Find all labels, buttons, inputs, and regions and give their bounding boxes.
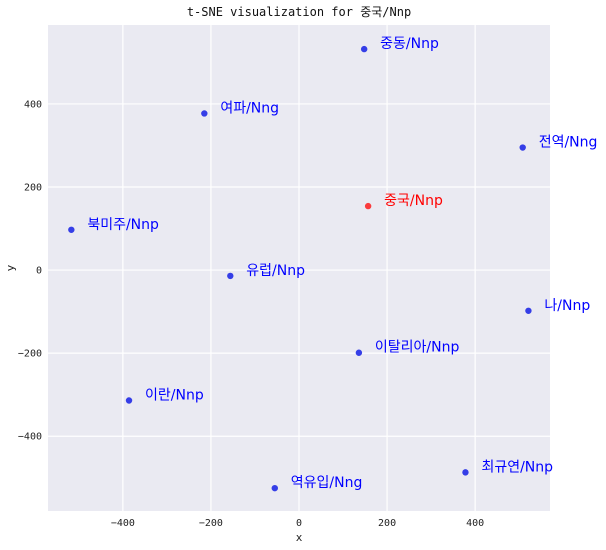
x-tick-label: 0 <box>296 518 302 529</box>
point-label: 이탈리아/Nnp <box>375 340 460 356</box>
data-point <box>519 144 526 151</box>
point-label: 여파/Nng <box>220 100 279 116</box>
y-tick-label: 200 <box>24 183 42 194</box>
data-point <box>271 484 278 492</box>
y-axis-label: y <box>4 264 17 271</box>
point-label: 유럽/Nnp <box>246 263 305 279</box>
x-tick-label: 400 <box>466 518 484 529</box>
x-axis-label: x <box>296 531 303 544</box>
data-point <box>68 226 75 233</box>
data-points <box>68 45 532 492</box>
data-point <box>525 307 532 314</box>
point-label: 이란/Nnp <box>145 388 204 404</box>
data-point <box>201 110 208 117</box>
y-tick-label: 400 <box>24 99 42 110</box>
x-tick-label: −200 <box>199 518 223 529</box>
x-tick-label: 200 <box>378 518 396 529</box>
point-label: 중동/Nnp <box>380 36 439 52</box>
point-label: 최규연/Nnp <box>481 459 553 475</box>
point-label: 역유입/Nng <box>291 475 363 491</box>
data-point <box>364 202 372 210</box>
x-tick-label: −400 <box>111 518 135 529</box>
data-point <box>355 349 363 356</box>
x-axis-ticks: −400 −200 0 200 400 <box>111 518 484 529</box>
y-tick-label: −200 <box>18 349 42 360</box>
y-tick-label: −400 <box>18 432 42 443</box>
point-labels: 중동/Nnp 여파/Nng 전역/Nng 중국/Nnp 북미주/Nnp 유럽/Nnp 나/N… <box>87 36 597 491</box>
data-point <box>227 272 234 280</box>
data-point <box>462 469 469 476</box>
data-point <box>125 397 133 404</box>
point-label: 전역/Nng <box>539 135 598 151</box>
chart-title: t-SNE visualization for 중국/Nnp <box>187 5 411 19</box>
point-label: 북미주/Nnp <box>87 217 159 233</box>
point-label: 나/Nnp <box>544 298 590 314</box>
grid-lines <box>48 25 550 511</box>
y-axis-ticks: −400 −200 0 200 400 <box>18 99 42 442</box>
point-label: 중국/Nnp <box>384 193 443 209</box>
y-tick-label: 0 <box>36 266 42 277</box>
data-point <box>360 45 368 53</box>
